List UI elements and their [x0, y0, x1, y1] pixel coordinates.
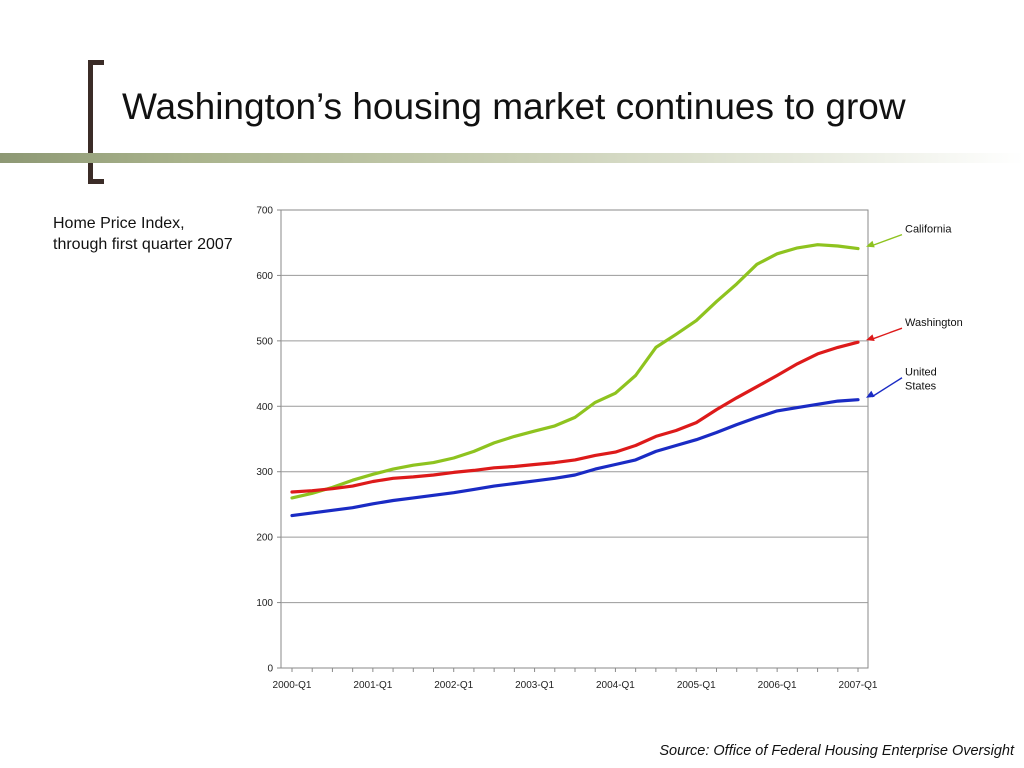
- annotation-arrow-united-states: [871, 377, 903, 398]
- y-tick-label: 200: [256, 533, 273, 544]
- x-tick-label: 2004-Q1: [596, 680, 635, 691]
- y-tick-label: 700: [256, 206, 273, 217]
- x-tick-label: 2000-Q1: [273, 680, 312, 691]
- y-tick-label: 0: [267, 664, 273, 675]
- annotation-arrowhead-washington: [866, 334, 875, 341]
- chart-gridlines: [280, 209, 869, 669]
- y-tick-label: 500: [256, 336, 273, 347]
- annotation-label-california: California: [905, 224, 952, 236]
- title-divider-bar: [0, 153, 1024, 163]
- series-line-california: [290, 243, 860, 500]
- y-tick-label: 100: [256, 598, 273, 609]
- page-title: Washington’s housing market continues to…: [122, 86, 906, 127]
- annotation-label-washington: Washington: [905, 317, 963, 329]
- x-tick-label: 2002-Q1: [434, 680, 473, 691]
- y-tick-label: 300: [256, 467, 273, 478]
- chart-series: [290, 243, 860, 518]
- source-citation: Source: Office of Federal Housing Enterp…: [659, 743, 1014, 759]
- x-tick-label: 2007-Q1: [839, 680, 878, 691]
- y-tick-label: 400: [256, 402, 273, 413]
- chart-axes: 0 100 200 300 400 500 600 700 2000-Q1 2001-Q1 2002…: [256, 206, 878, 692]
- plot-area-frame: [280, 209, 869, 669]
- x-tick-label: 2005-Q1: [677, 680, 716, 691]
- x-tick-label: 2006-Q1: [758, 680, 797, 691]
- title-bracket-decoration: [88, 60, 104, 184]
- x-tick-label: 2003-Q1: [515, 680, 554, 691]
- x-tick-label: 2001-Q1: [353, 680, 392, 691]
- annotation-arrowhead-california: [866, 240, 875, 248]
- series-line-united-states: [290, 398, 860, 518]
- chart-annotations: California Washington United States: [866, 224, 963, 398]
- annotation-arrow-washington: [871, 327, 903, 340]
- annotation-arrow-california: [871, 233, 903, 247]
- annotation-label-united-states: States: [905, 381, 937, 393]
- chart-caption: Home Price Index, through first quarter …: [53, 215, 233, 253]
- home-price-index-line-chart: 0 100 200 300 400 500 600 700 2000-Q1 2001-Q1 2002…: [256, 206, 963, 692]
- series-line-washington: [290, 340, 860, 494]
- y-tick-label: 600: [256, 271, 273, 282]
- annotation-arrowhead-united-states: [866, 390, 875, 398]
- annotation-label-united-states: United: [905, 367, 937, 379]
